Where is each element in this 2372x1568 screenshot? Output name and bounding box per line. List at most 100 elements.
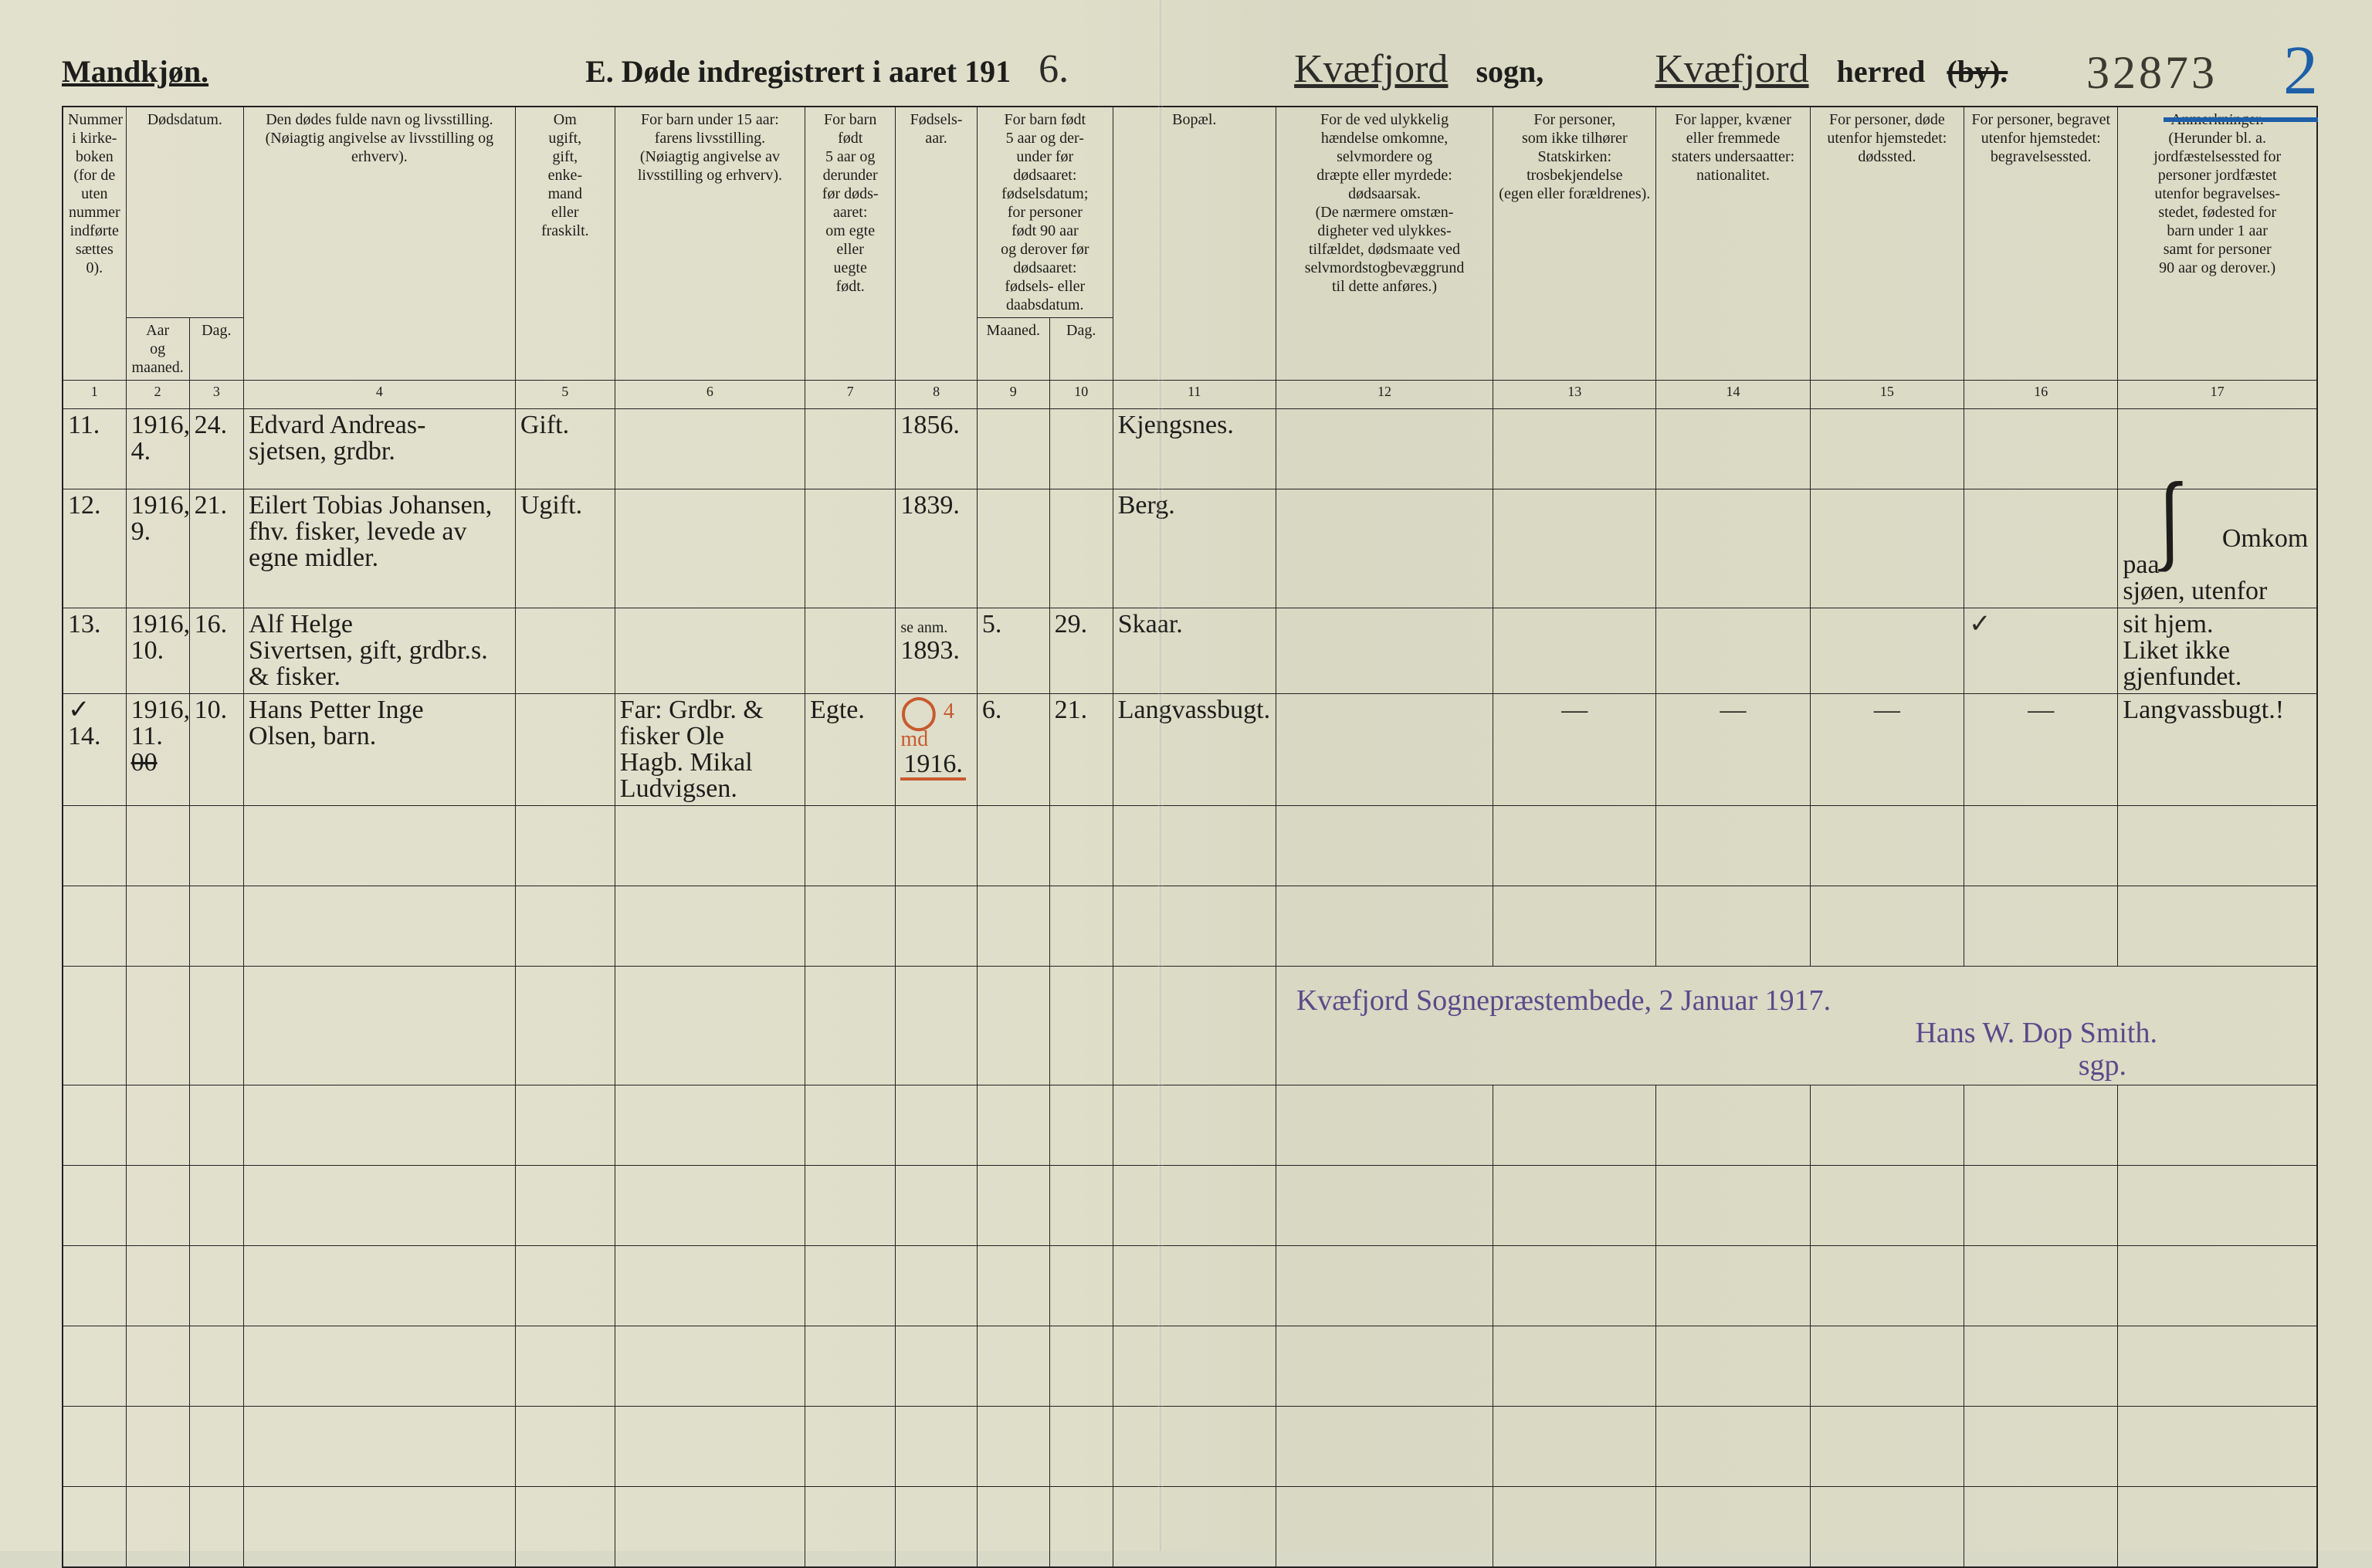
egte: Egte.	[805, 694, 896, 806]
day: 10.	[189, 694, 243, 806]
c12	[1276, 489, 1493, 608]
col-4-header: Den dødes fulde navn og livsstilling.(Nø…	[244, 107, 516, 381]
residence: Skaar.	[1113, 608, 1276, 694]
herred-value: Kvæfjord	[1655, 46, 1808, 92]
colnum: 13	[1493, 381, 1656, 409]
colnum: 12	[1276, 381, 1493, 409]
civil	[515, 694, 615, 806]
entry-no: 11.	[63, 409, 126, 489]
birth-day: 29.	[1049, 608, 1113, 694]
col-5-header: Omugift,gift,enke-mandellerfraskilt.	[515, 107, 615, 381]
c13	[1493, 489, 1656, 608]
parent	[615, 409, 805, 489]
birth-year: 1856.	[896, 409, 978, 489]
colnum: 2	[126, 381, 189, 409]
c13	[1493, 409, 1656, 489]
civil: Gift.	[515, 409, 615, 489]
birth-month: 5.	[977, 608, 1049, 694]
brace-icon: ⎰	[2123, 478, 2215, 581]
entry-tick: ✓	[68, 696, 90, 724]
col-17-header: Anmerkninger.(Herunder bl. a.jordfæstels…	[2118, 107, 2317, 381]
birth-month	[977, 409, 1049, 489]
blank-row	[63, 1166, 2317, 1246]
red-circle-icon: ◯	[900, 699, 937, 725]
table-row: 11. 1916,4. 24. Edvard Andreas-sjetsen, …	[63, 409, 2317, 489]
egte	[805, 489, 896, 608]
blank-row	[63, 886, 2317, 967]
signature-line1: Kvæfjord Sognepræstembede, 2 Januar 1917…	[1296, 985, 2296, 1018]
day: 16.	[189, 608, 243, 694]
name: Hans Petter IngeOlsen, barn.	[244, 694, 516, 806]
civil: Ugift.	[515, 489, 615, 608]
parent	[615, 608, 805, 694]
birth-day: 21.	[1049, 694, 1113, 806]
blank-row	[63, 1246, 2317, 1326]
signature-line3: sgp.	[1296, 1050, 2296, 1082]
colnum: 7	[805, 381, 896, 409]
name: Alf HelgeSivertsen, gift, grdbr.s. & fis…	[244, 608, 516, 694]
sogn-label: sogn,	[1476, 53, 1543, 90]
birth-year-val: 1916.	[900, 751, 966, 781]
c15	[1810, 409, 1964, 489]
remarks: sit hjem.Liket ikkegjenfundet.	[2118, 608, 2317, 694]
day: 24.	[189, 409, 243, 489]
ym-val: 1916,11.	[131, 696, 191, 750]
entry-no-val: 14.	[68, 722, 101, 750]
c15: —	[1810, 694, 1964, 806]
birth-year-note: se anm.	[900, 619, 947, 636]
table-body: 11. 1916,4. 24. Edvard Andreas-sjetsen, …	[63, 409, 2317, 806]
column-numbers-row: 1 2 3 4 5 6 7 8 9 10 11 12 13 14 15 16 1…	[63, 381, 2317, 409]
colnum: 6	[615, 381, 805, 409]
c14	[1656, 489, 1810, 608]
colnum: 16	[1964, 381, 2118, 409]
c12	[1276, 409, 1493, 489]
colnum: 14	[1656, 381, 1810, 409]
parent	[615, 489, 805, 608]
birth-year: se anm. 1893.	[896, 608, 978, 694]
page-number-underline	[2164, 117, 2318, 122]
entry-no: 12.	[63, 489, 126, 608]
c12	[1276, 694, 1493, 806]
col-6-header: For barn under 15 aar:farens livsstillin…	[615, 107, 805, 381]
col-10-sub: Dag.	[1049, 318, 1113, 381]
col-7-header: For barnfødt5 aar ogderunderfør døds-aar…	[805, 107, 896, 381]
colnum: 10	[1049, 381, 1113, 409]
name: Edvard Andreas-sjetsen, grdbr.	[244, 409, 516, 489]
col-12-header: For de ved ulykkelighændelse omkomne,sel…	[1276, 107, 1493, 381]
year-month: 1916,11. 00	[126, 694, 189, 806]
colnum: 3	[189, 381, 243, 409]
parent: Far: Grdbr. &fisker OleHagb. Mikal Ludvi…	[615, 694, 805, 806]
herred-label: herred	[1837, 53, 1926, 90]
c16-check: ✓	[1964, 608, 2118, 694]
ledger-table: Nummer i kirke-boken(for deutennummerind…	[62, 106, 2318, 1568]
c14	[1656, 608, 1810, 694]
year-month: 1916,10.	[126, 608, 189, 694]
col-15-header: For personer, dødeutenfor hjemstedet:død…	[1810, 107, 1964, 381]
entry-no: 13.	[63, 608, 126, 694]
colnum: 1	[63, 381, 126, 409]
col-9-sub: Maaned.	[977, 318, 1049, 381]
signature-row: Kvæfjord Sognepræstembede, 2 Januar 1917…	[63, 967, 2317, 1085]
year-month: 1916,4.	[126, 409, 189, 489]
colnum: 11	[1113, 381, 1276, 409]
table-row: ✓ 14. 1916,11. 00 10. Hans Petter IngeOl…	[63, 694, 2317, 806]
page-number-blue: 2	[2283, 31, 2318, 110]
c15	[1810, 489, 1964, 608]
colnum: 15	[1810, 381, 1964, 409]
remarks: Langvassbugt.!	[2118, 694, 2317, 806]
sex-label: Mandkjøn.	[62, 53, 208, 90]
title-year-digit: 6.	[1039, 46, 1069, 92]
colnum: 5	[515, 381, 615, 409]
col-11-header: Bopæl.	[1113, 107, 1276, 381]
page-fold	[1158, 0, 1163, 1551]
c14	[1656, 409, 1810, 489]
c16	[1964, 409, 2118, 489]
blank-rows: Kvæfjord Sognepræstembede, 2 Januar 1917…	[63, 806, 2317, 1568]
colnum: 9	[977, 381, 1049, 409]
col-14-header: For lapper, kvænereller fremmedestaters …	[1656, 107, 1810, 381]
signature-block: Kvæfjord Sognepræstembede, 2 Januar 1917…	[1281, 970, 2312, 1082]
c16: —	[1964, 694, 2118, 806]
day: 21.	[189, 489, 243, 608]
birth-month	[977, 489, 1049, 608]
ledger-page: 32873 2 Mandkjøn. E. Døde indregistrert …	[0, 0, 2372, 1551]
